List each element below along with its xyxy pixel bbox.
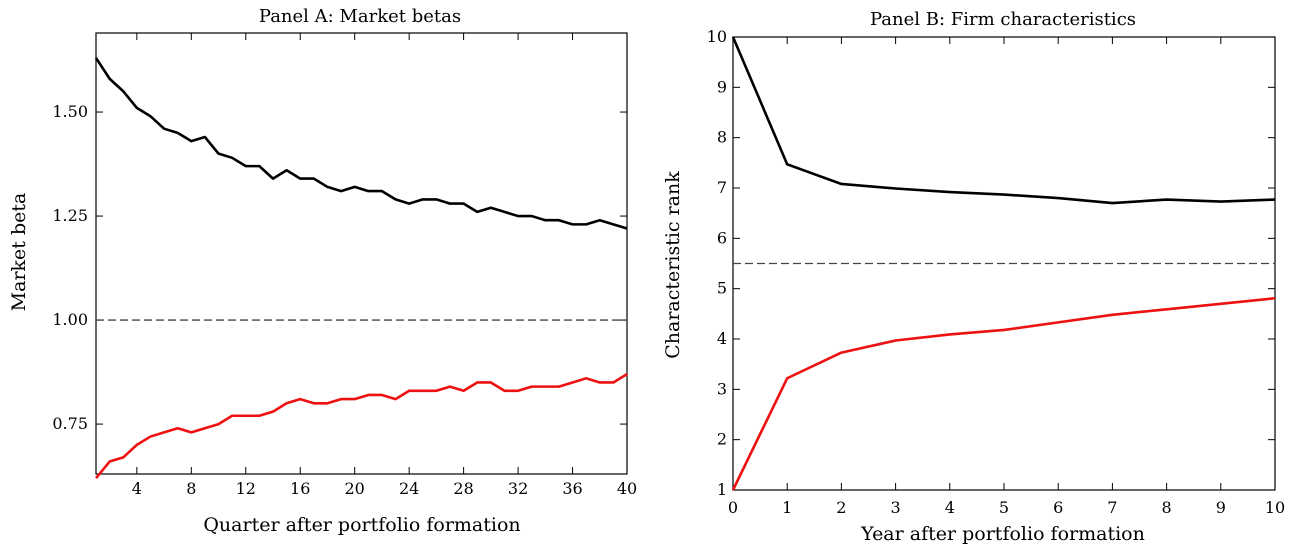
panel-a-axes-frame [95,32,628,475]
panel-a-market-betas: Panel A: Market betas Quarter after port… [8,6,637,536]
panel-b-x-axis-label: Year after portfolio formation [860,523,1145,545]
panel-b-y-tick-label: 4 [717,329,727,348]
panel-a-y-tick-label: 1.25 [52,206,88,225]
panel-a-plot-area: 4 8 12 16 20 24 28 32 36 40 0.75 1.00 1.25 1.50 [52,32,637,498]
panel-b-x-tick-label: 7 [1107,498,1117,517]
panel-a-y-tick-label: 0.75 [52,414,88,433]
panel-a-x-tick-label: 4 [132,479,142,498]
panel-b-y-tick-label: 5 [717,279,727,298]
panel-b-x-tick-label: 2 [836,498,846,517]
panel-b-x-tick-label: 1 [782,498,792,517]
panel-a-x-tick-label: 16 [290,479,310,498]
panel-a-x-tick-label: 8 [186,479,196,498]
panel-b-y-tick-label: 2 [717,430,727,449]
panel-a-y-tick-label: 1.50 [52,102,88,121]
panel-a-series-line-black [94,57,628,230]
panel-a-y-axis-label: Market beta [8,193,30,312]
panel-a-series-line-red [94,373,628,479]
panel-b-x-tick-label: 4 [945,498,955,517]
panel-b-y-tick-label: 3 [717,379,727,398]
panel-b-series-line-black [731,36,1276,205]
panel-b-x-tick-label: 6 [1053,498,1063,517]
panel-a-x-tick-label: 40 [617,479,637,498]
panel-a-x-tick-label: 24 [399,479,419,498]
panel-b-y-tick-label: 7 [717,178,727,197]
panel-b-firm-characteristics: Panel B: Firm characteristics Year after… [662,9,1285,545]
panel-a-x-tick-label: 20 [345,479,365,498]
panel-b-x-tick-label: 10 [1265,498,1285,517]
panel-a-y-tick-label: 1.00 [52,310,88,329]
panel-b-x-tick-label: 0 [728,498,738,517]
panel-b-x-tick-label: 3 [891,498,901,517]
panel-b-series-line-red [731,296,1276,491]
panel-b-title: Panel B: Firm characteristics [870,9,1136,30]
panel-b-x-tick-label: 8 [1162,498,1172,517]
panel-b-x-tick-label: 9 [1216,498,1226,517]
panel-a-x-tick-label: 32 [508,479,528,498]
panel-b-y-tick-label: 6 [717,228,727,247]
panel-a-title: Panel A: Market betas [259,6,461,27]
panel-b-y-axis-label: Characteristic rank [662,171,684,359]
panel-a-x-tick-label: 12 [236,479,256,498]
panel-a-x-tick-label: 36 [562,479,582,498]
panel-b-y-tick-label: 8 [717,128,727,147]
panel-a-x-axis-label: Quarter after portfolio formation [203,514,520,536]
panel-b-y-tick-label: 9 [717,77,727,96]
panel-b-y-tick-label: 10 [707,27,727,46]
panel-b-y-tick-label: 1 [717,480,727,499]
panel-b-x-tick-label: 5 [999,498,1009,517]
panel-a-x-tick-label: 28 [453,479,473,498]
